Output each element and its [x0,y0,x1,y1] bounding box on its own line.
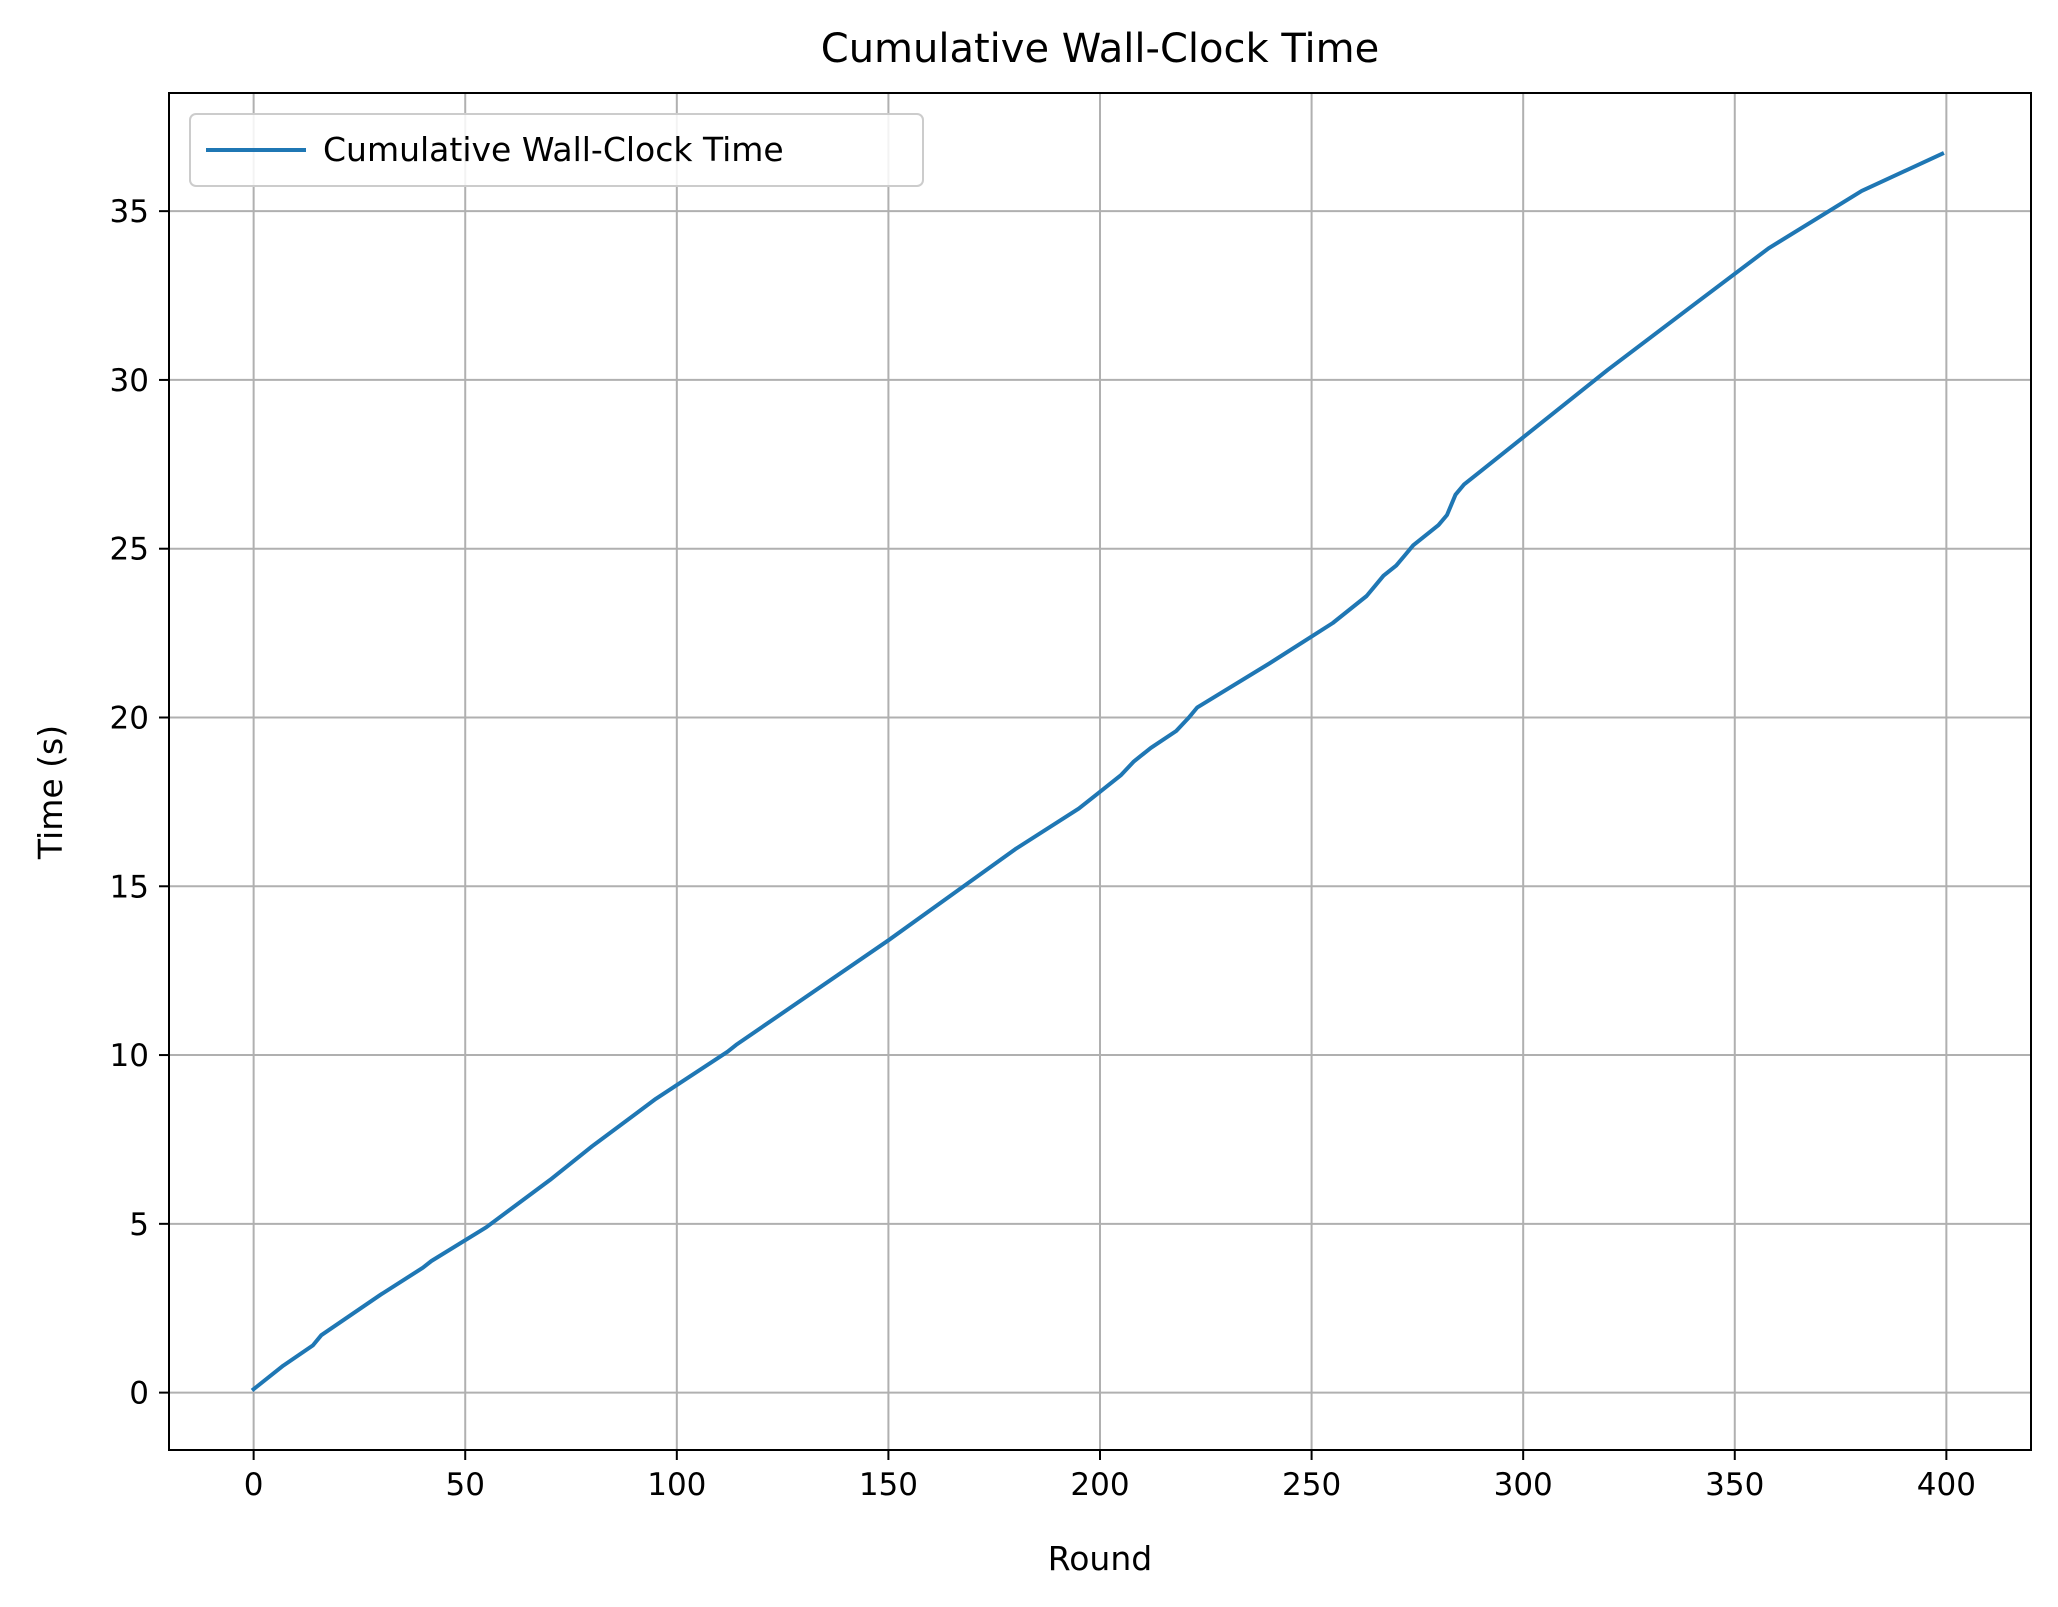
x-axis: 0 50 100 150 200 250 300 350 400 [244,1450,1976,1503]
x-tick-label: 250 [1282,1467,1341,1503]
legend-box [189,113,924,187]
y-tick-label: 10 [110,1038,149,1074]
x-tick-label: 0 [244,1467,264,1503]
x-tick-label: 400 [1917,1467,1976,1503]
x-tick-label: 50 [446,1467,485,1503]
y-tick-label: 30 [110,363,149,399]
y-tick-label: 5 [129,1207,149,1243]
series-layer [250,151,1945,1393]
grid [169,93,2031,1450]
y-axis-label: Time (s) [31,725,70,860]
y-tick-label: 35 [110,194,149,230]
legend-label: Cumulative Wall-Clock Time [323,130,784,169]
x-tick-label: 200 [1070,1467,1129,1503]
y-tick-label: 20 [110,700,149,736]
chart-title: Cumulative Wall-Clock Time [821,26,1379,72]
x-axis-label: Round [1048,1539,1152,1578]
x-tick-label: 350 [1705,1467,1764,1503]
y-axis: 0 5 10 15 20 25 30 35 [110,194,169,1412]
x-tick-label: 300 [1494,1467,1553,1503]
y-tick-label: 15 [110,869,149,905]
x-tick-label: 100 [647,1467,706,1503]
plot-frame [168,92,2032,1451]
series-line [250,151,1945,1393]
y-tick-label: 0 [129,1376,149,1412]
legend: Cumulative Wall-Clock Time [189,113,924,187]
y-tick-label: 25 [110,532,149,568]
x-tick-label: 150 [859,1467,918,1503]
